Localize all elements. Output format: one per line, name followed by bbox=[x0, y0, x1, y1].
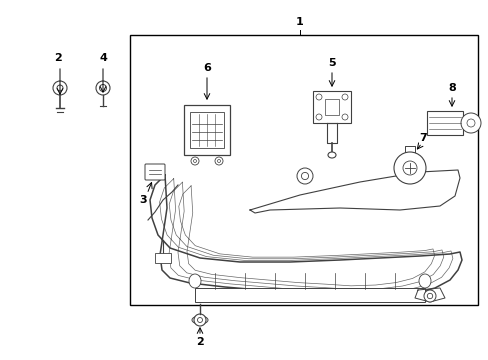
Circle shape bbox=[99, 85, 106, 91]
Circle shape bbox=[393, 152, 425, 184]
Ellipse shape bbox=[418, 274, 430, 288]
Circle shape bbox=[423, 290, 435, 302]
Text: 1: 1 bbox=[296, 17, 303, 27]
Circle shape bbox=[341, 114, 347, 120]
Bar bbox=[312, 91, 350, 123]
Polygon shape bbox=[426, 111, 462, 135]
Bar bbox=[325, 99, 338, 115]
Ellipse shape bbox=[327, 152, 335, 158]
Circle shape bbox=[217, 159, 220, 162]
Text: 5: 5 bbox=[327, 58, 335, 68]
Bar bbox=[183, 105, 229, 155]
Text: 6: 6 bbox=[203, 63, 210, 73]
Circle shape bbox=[315, 114, 321, 120]
Bar bbox=[155, 253, 171, 263]
Circle shape bbox=[315, 94, 321, 100]
Bar bbox=[130, 35, 477, 305]
FancyBboxPatch shape bbox=[145, 164, 164, 180]
Circle shape bbox=[193, 159, 196, 162]
Bar bbox=[195, 288, 424, 302]
Circle shape bbox=[57, 85, 63, 91]
Text: 2: 2 bbox=[196, 337, 203, 347]
Circle shape bbox=[215, 157, 223, 165]
Circle shape bbox=[53, 81, 67, 95]
Text: 7: 7 bbox=[418, 133, 426, 143]
Text: 3: 3 bbox=[139, 195, 146, 205]
Bar bbox=[190, 112, 224, 148]
Circle shape bbox=[191, 157, 199, 165]
Text: 2: 2 bbox=[54, 53, 62, 63]
Circle shape bbox=[197, 318, 202, 323]
Circle shape bbox=[96, 81, 110, 95]
Circle shape bbox=[341, 94, 347, 100]
Circle shape bbox=[460, 113, 480, 133]
Text: 8: 8 bbox=[447, 83, 455, 93]
Text: 4: 4 bbox=[99, 53, 107, 63]
Circle shape bbox=[296, 168, 312, 184]
Ellipse shape bbox=[189, 274, 201, 288]
Circle shape bbox=[194, 314, 205, 326]
